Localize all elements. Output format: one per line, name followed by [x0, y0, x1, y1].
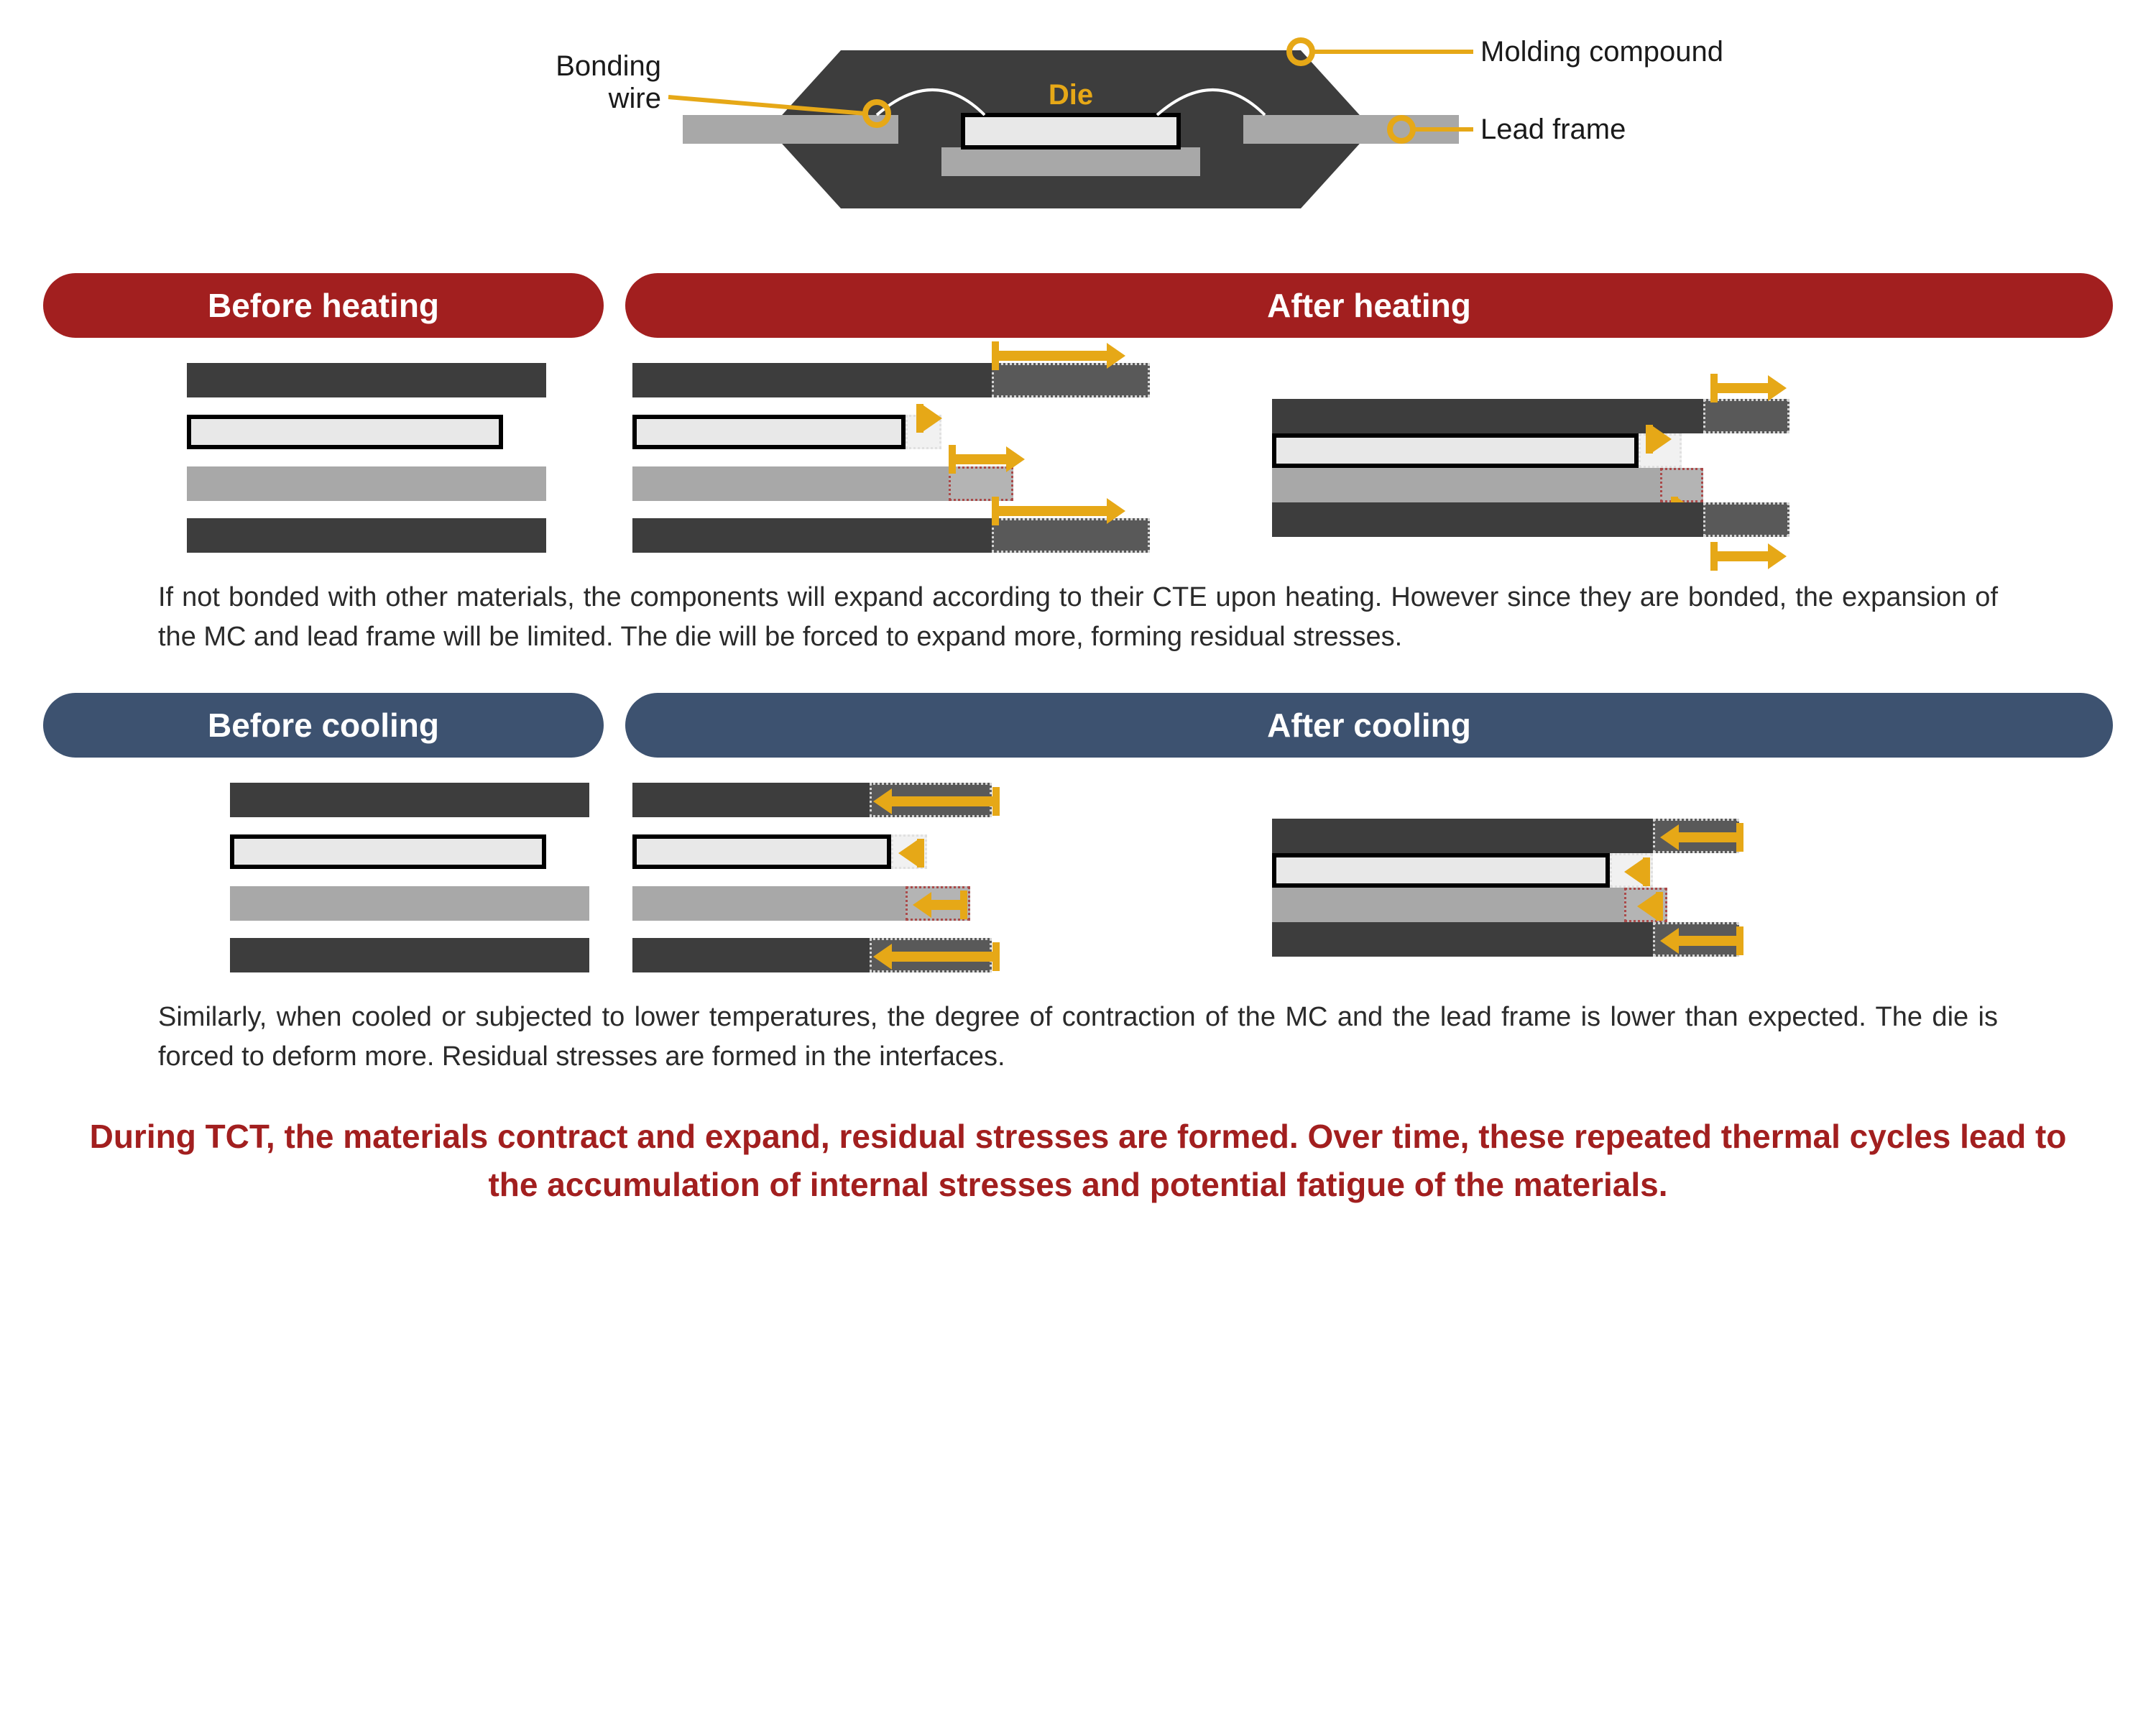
conclusion-text: During TCT, the materials contract and e…: [43, 1113, 2113, 1208]
bar-row: [1272, 853, 1869, 888]
bar-row: [187, 415, 589, 449]
cool-before-col: [187, 783, 589, 972]
bar-row: [230, 886, 589, 921]
bar-row: [632, 938, 1229, 972]
heat-after-free-col: [632, 363, 1229, 553]
after-heating-pill: After heating: [625, 273, 2113, 338]
bonding-wire-label-2: wire: [608, 83, 661, 114]
bonding-wire-label-1: Bonding: [556, 50, 661, 82]
cooling-pill-row: Before cooling After cooling: [43, 693, 2113, 758]
die-label: Die: [1049, 79, 1093, 111]
bar-row: [1272, 433, 1869, 468]
mc-label: Molding compound: [1480, 36, 1723, 68]
cooling-paragraph: Similarly, when cooled or subjected to l…: [43, 998, 2113, 1077]
before-heating-pill: Before heating: [43, 273, 604, 338]
cool-after-bonded-col: [1272, 819, 1869, 972]
bar-row: [1272, 819, 1869, 853]
heating-bars: [43, 363, 2113, 553]
bar-row: [187, 466, 589, 501]
package-svg: Bonding wire Molding compound Lead frame…: [287, 22, 1869, 237]
heat-after-bonded-col: [1272, 399, 1869, 553]
bar-row: [230, 938, 589, 972]
die-shape: [963, 115, 1179, 147]
bar-row: [1272, 502, 1869, 537]
bar-row: [230, 783, 589, 817]
top-cross-section: Bonding wire Molding compound Lead frame…: [43, 22, 2113, 237]
lf-label: Lead frame: [1480, 114, 1626, 145]
bar-row: [230, 834, 589, 869]
bar-row: [632, 783, 1229, 817]
bar-row: [632, 466, 1229, 501]
heating-paragraph: If not bonded with other materials, the …: [43, 578, 2113, 657]
bar-row: [187, 518, 589, 553]
bar-row: [632, 518, 1229, 553]
bar-row: [1272, 888, 1869, 922]
cool-after-free-col: [632, 783, 1229, 972]
cooling-bars: [43, 783, 2113, 972]
bar-row: [632, 886, 1229, 921]
die-pad: [941, 147, 1200, 176]
before-cooling-pill: Before cooling: [43, 693, 604, 758]
bar-row: [632, 363, 1229, 397]
after-cooling-pill: After cooling: [625, 693, 2113, 758]
heat-before-col: [187, 363, 589, 553]
bar-row: [1272, 922, 1869, 957]
bar-row: [1272, 399, 1869, 433]
bar-row: [1272, 468, 1869, 502]
bar-row: [187, 363, 589, 397]
bar-row: [632, 415, 1229, 449]
heating-pill-row: Before heating After heating: [43, 273, 2113, 338]
bar-row: [632, 834, 1229, 869]
